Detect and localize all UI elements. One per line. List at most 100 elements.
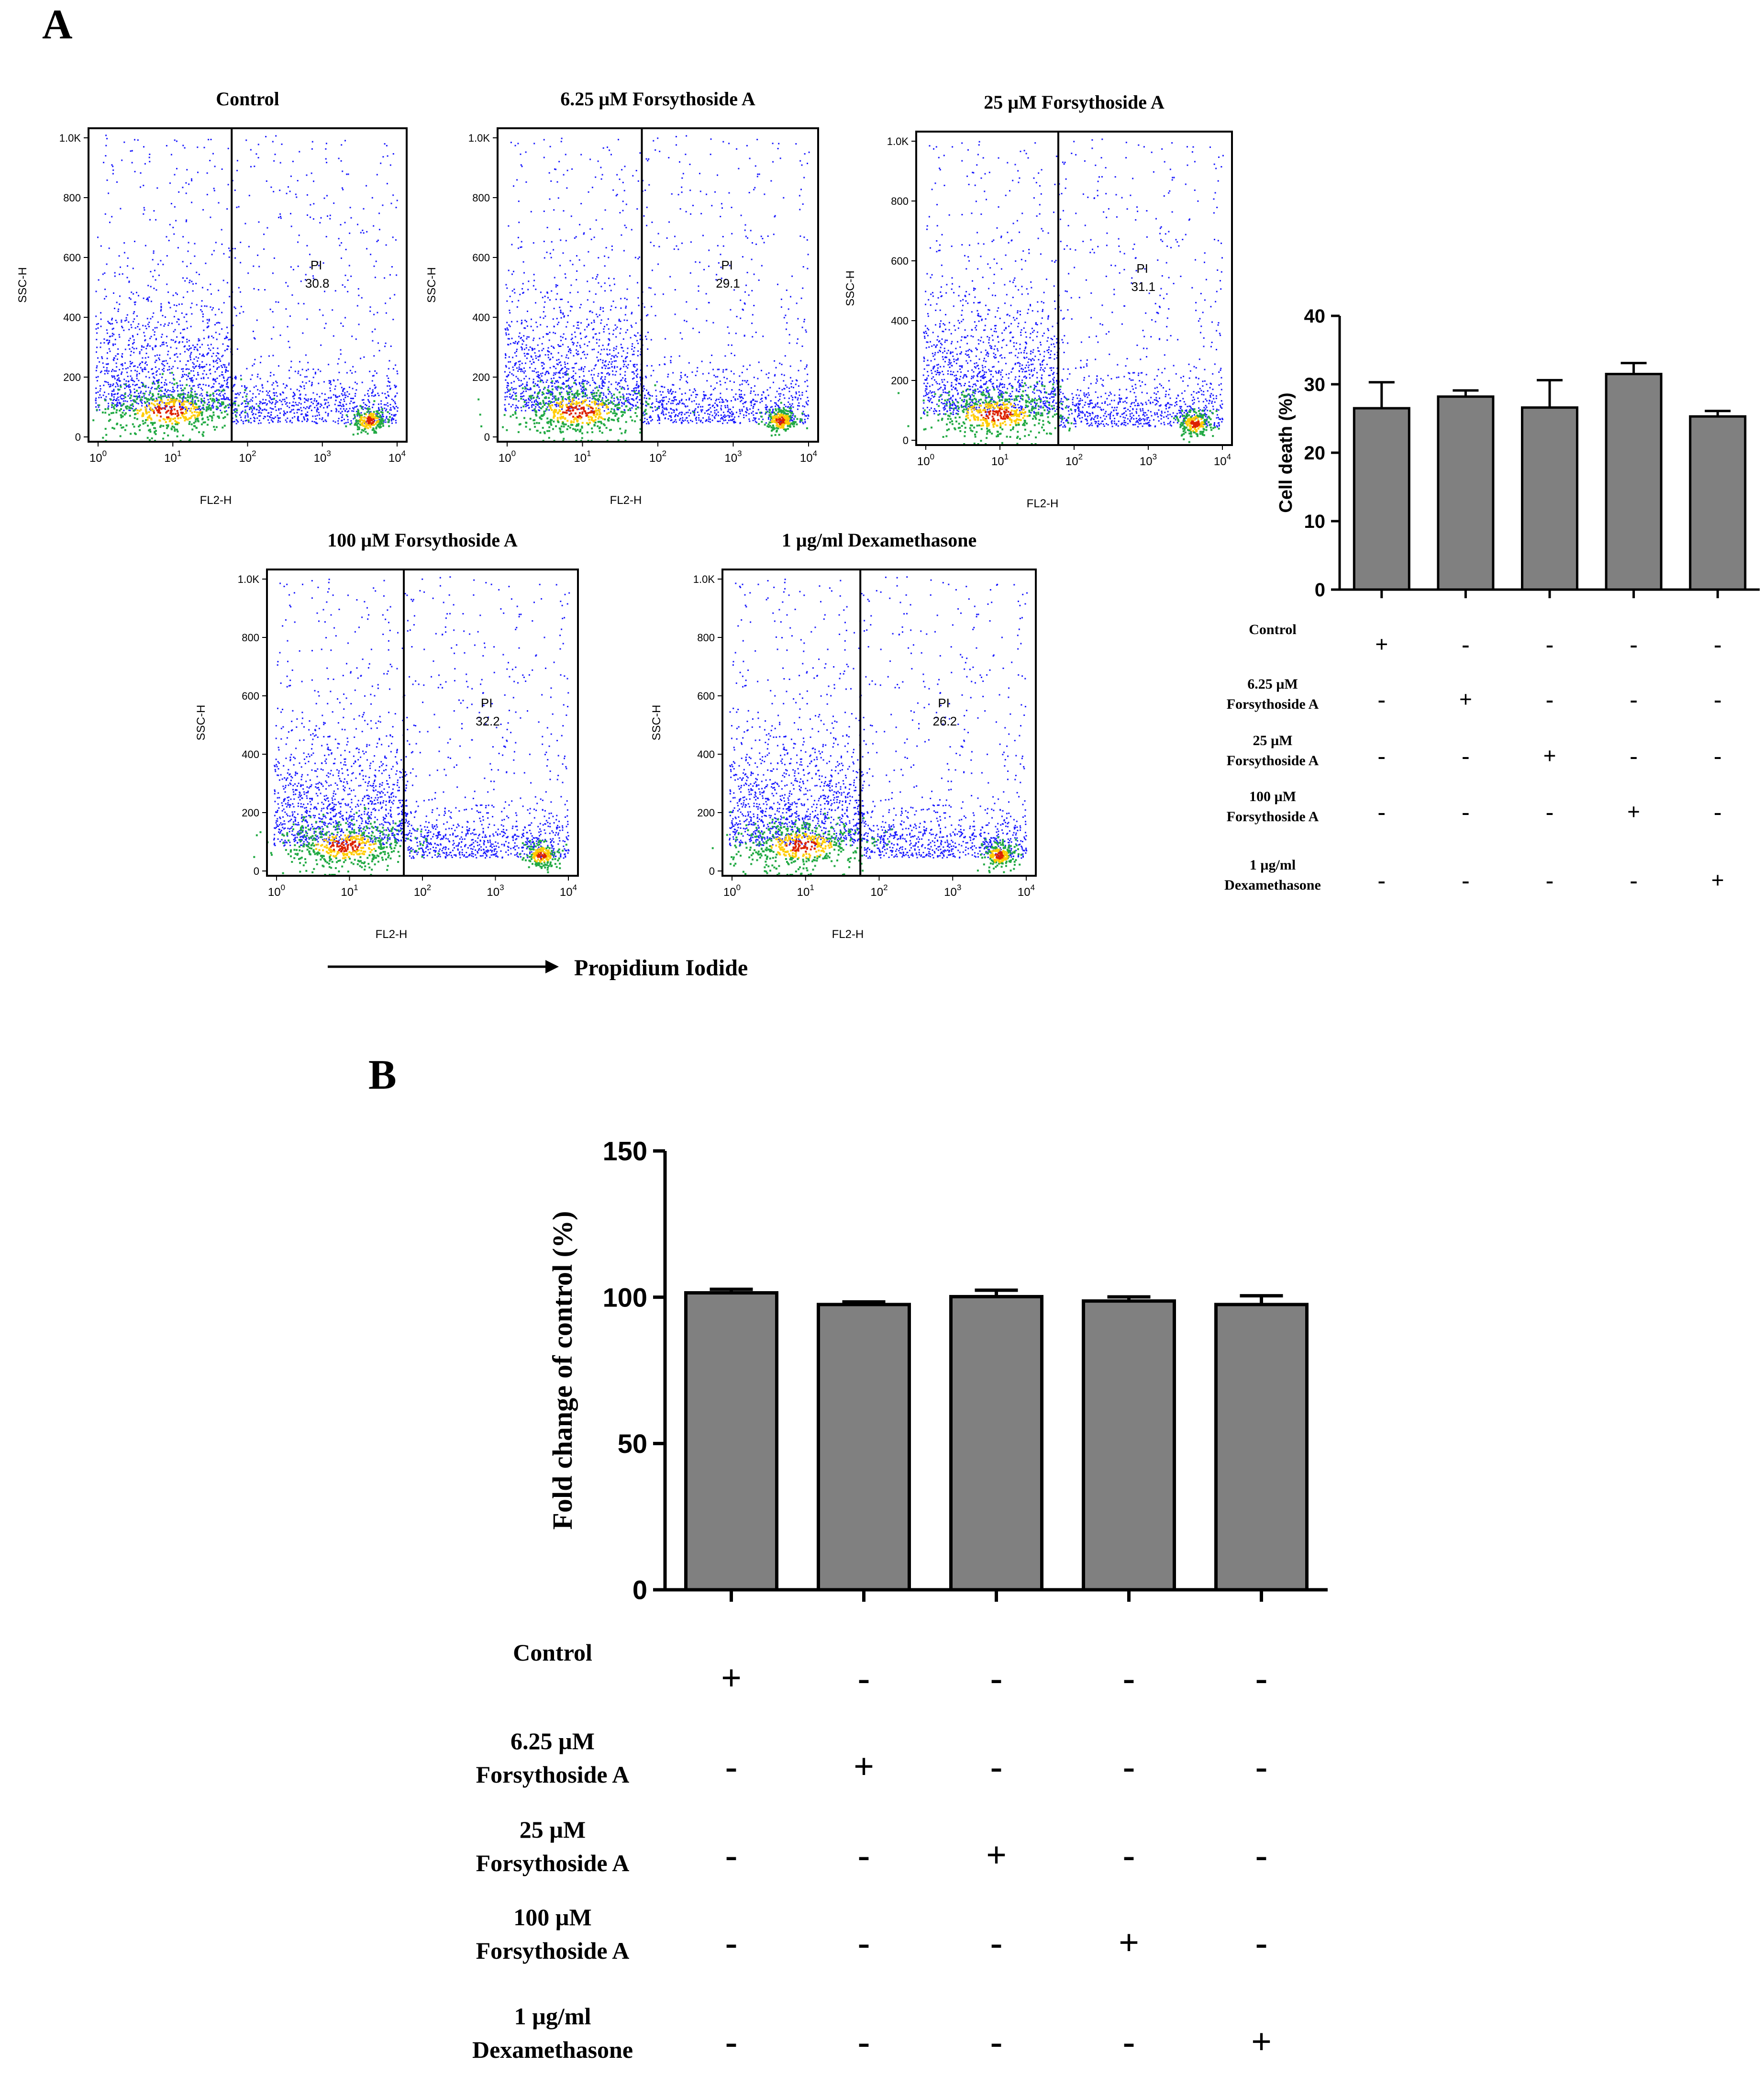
flow-dot <box>547 354 549 356</box>
flow-dense-dot <box>191 428 194 431</box>
flow-dot <box>603 328 605 330</box>
flow-dot <box>583 233 585 235</box>
flow-dot <box>142 392 144 394</box>
flow-dot <box>540 324 542 326</box>
flow-dot <box>534 383 536 385</box>
flow-dot <box>166 362 168 364</box>
flow-dense-dot <box>387 421 389 424</box>
flow-dot <box>163 368 165 369</box>
flow-dense-dot <box>200 423 203 425</box>
flow-dot <box>805 415 807 417</box>
flow-dot <box>386 408 388 410</box>
flow-dense-dot <box>144 406 146 408</box>
flow-dot <box>733 381 735 383</box>
flow-dot <box>212 402 214 404</box>
flow-dot <box>331 410 332 412</box>
flow-dot <box>577 350 579 352</box>
flow-dot <box>671 419 673 421</box>
flow-dot <box>237 421 239 423</box>
flow-dot <box>97 327 99 329</box>
flow-dot <box>128 280 130 282</box>
flow-dot <box>200 393 202 395</box>
flow-dot <box>533 379 534 380</box>
flow-dot <box>774 375 776 377</box>
flow-dot <box>727 406 729 408</box>
flow-dot <box>158 391 160 392</box>
flow-dot <box>335 411 337 413</box>
flow-dot <box>137 403 139 405</box>
flow-dot <box>526 385 528 387</box>
flow-dot <box>510 396 512 398</box>
flow-dot <box>353 410 355 412</box>
flow-dense-dot <box>163 432 166 434</box>
flow-dot <box>770 419 771 421</box>
flow-dot <box>255 153 257 155</box>
flow-dot <box>166 396 167 398</box>
flow-dense-dot <box>221 412 223 414</box>
flow-dense-dot <box>136 418 138 420</box>
flow-dot <box>717 420 719 422</box>
flow-dot <box>206 373 207 375</box>
flow-dot <box>515 355 517 357</box>
flow-dense-dot <box>149 391 151 394</box>
flow-dot <box>266 227 268 229</box>
flow-dot <box>570 305 572 307</box>
flow-dot <box>587 345 588 346</box>
flow-dot <box>614 366 616 368</box>
flow-dot <box>104 398 106 400</box>
flow-dot <box>265 399 267 401</box>
flow-dot <box>137 139 139 141</box>
flow-dot <box>107 363 109 365</box>
flow-dot <box>673 410 675 412</box>
flow-dense-dot <box>193 407 196 410</box>
flow-dot <box>255 396 257 398</box>
flow-dot <box>160 305 162 307</box>
flow-dot <box>340 323 342 324</box>
flow-dot <box>602 362 604 364</box>
flow-dot <box>583 370 584 372</box>
flow-dot <box>578 383 580 385</box>
flow-dense-dot <box>376 415 378 417</box>
flow-dot <box>514 352 516 354</box>
flow-dot <box>374 384 376 386</box>
flow-dot <box>552 318 554 320</box>
flow-dot <box>568 393 570 395</box>
flow-dot <box>547 387 549 389</box>
flow-dot <box>687 412 689 413</box>
flow-dot <box>314 415 316 417</box>
flow-dot <box>298 420 300 422</box>
flow-dot <box>136 315 138 317</box>
flow-dot <box>687 420 688 422</box>
flow-dot <box>512 342 514 344</box>
flow-dot <box>312 377 314 379</box>
flow-dot <box>133 405 134 407</box>
flow-dot <box>645 335 646 337</box>
flow-dot <box>334 394 336 396</box>
flow-dot <box>679 161 680 163</box>
flow-dot <box>544 315 546 317</box>
flow-dot <box>108 405 110 407</box>
flow-dot <box>795 397 797 399</box>
flow-dot <box>139 395 140 397</box>
flow-dot <box>675 136 677 137</box>
flow-dot <box>96 380 98 382</box>
flow-dot <box>130 150 132 152</box>
flow-dense-dot <box>357 412 360 414</box>
flow-dot <box>768 372 770 374</box>
flow-dot <box>696 370 698 372</box>
flow-dot <box>215 360 217 362</box>
flow-dot <box>119 380 121 382</box>
flow-dot <box>132 343 133 345</box>
flow-dot <box>257 254 259 256</box>
flow-dot <box>521 339 523 341</box>
flow-dot <box>207 353 209 355</box>
flow-dot <box>632 364 634 366</box>
flow-dot <box>806 364 808 366</box>
flow-dot <box>152 373 154 375</box>
flow-dot <box>783 394 785 396</box>
flow-dense-dot <box>154 431 156 433</box>
flow-dense-dot <box>156 414 158 417</box>
flow-dot <box>226 337 228 338</box>
flow-dot <box>325 148 327 150</box>
flow-dot <box>561 387 563 389</box>
